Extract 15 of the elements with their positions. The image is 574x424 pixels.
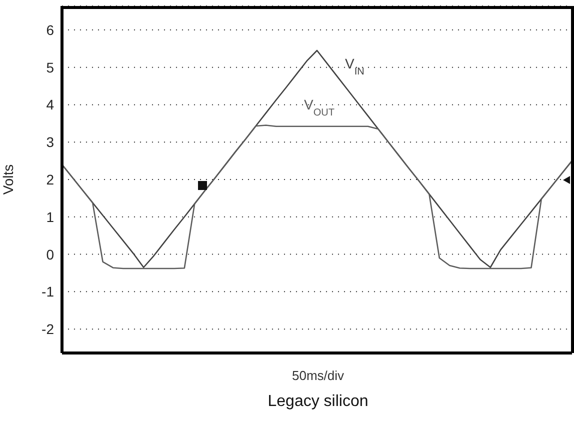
line-series [62,124,572,270]
x-axis-title: 50ms/div [290,368,346,383]
series-label: V$_{IN}$ [345,55,364,77]
y-tick-label: 2 [46,171,54,188]
y-tick-label: -2 [42,321,54,338]
y-tick-label: 1 [46,208,54,225]
y-tick-label: 0 [46,246,54,262]
y-tick-label: 5 [46,59,54,76]
y-tick-label: 4 [46,96,54,113]
y-tick-label: -1 [42,284,54,300]
y-axis-title: Volts [0,164,16,195]
y-tick-label: 3 [46,134,54,150]
text: Legacy silicon [266,393,370,411]
series-label: V$_{OUT}$ [304,96,334,118]
y-tick-label: 6 [46,22,54,38]
